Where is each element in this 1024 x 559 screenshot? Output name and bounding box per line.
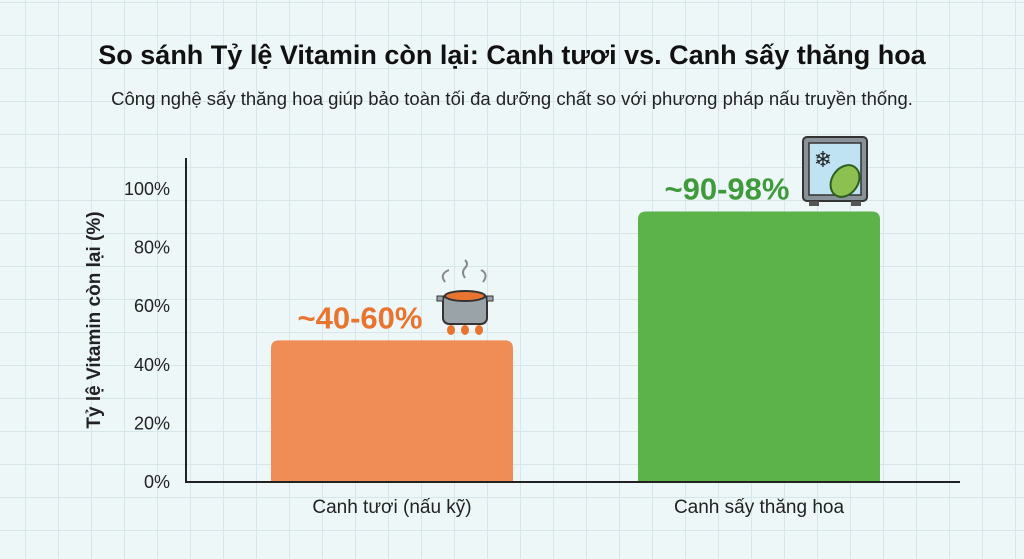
bar bbox=[271, 340, 513, 481]
y-tick-label: 40% bbox=[134, 355, 170, 375]
y-tick-label: 0% bbox=[144, 472, 170, 492]
bar bbox=[638, 211, 880, 481]
chart-subtitle: Công nghệ sấy thăng hoa giúp bảo toàn tố… bbox=[111, 88, 913, 109]
x-tick-label: Canh tươi (nấu kỹ) bbox=[312, 497, 471, 518]
data-label: ~90-98% bbox=[665, 171, 790, 206]
y-tick-label: 80% bbox=[134, 238, 170, 258]
y-tick-label: 20% bbox=[134, 413, 170, 433]
chart-title: So sánh Tỷ lệ Vitamin còn lại: Canh tươi… bbox=[98, 40, 926, 70]
y-tick-label: 100% bbox=[124, 179, 170, 199]
freeze-dryer-cabbage-icon: ❄ bbox=[802, 136, 868, 206]
x-tick-label: Canh sấy thăng hoa bbox=[674, 497, 845, 518]
y-axis-label: Tỷ lệ Vitamin còn lại (%) bbox=[84, 211, 105, 428]
y-tick-label: 60% bbox=[134, 296, 170, 316]
data-label: ~40-60% bbox=[298, 300, 423, 335]
svg-text:❄: ❄ bbox=[814, 147, 832, 172]
boiling-pot-icon bbox=[436, 259, 494, 335]
